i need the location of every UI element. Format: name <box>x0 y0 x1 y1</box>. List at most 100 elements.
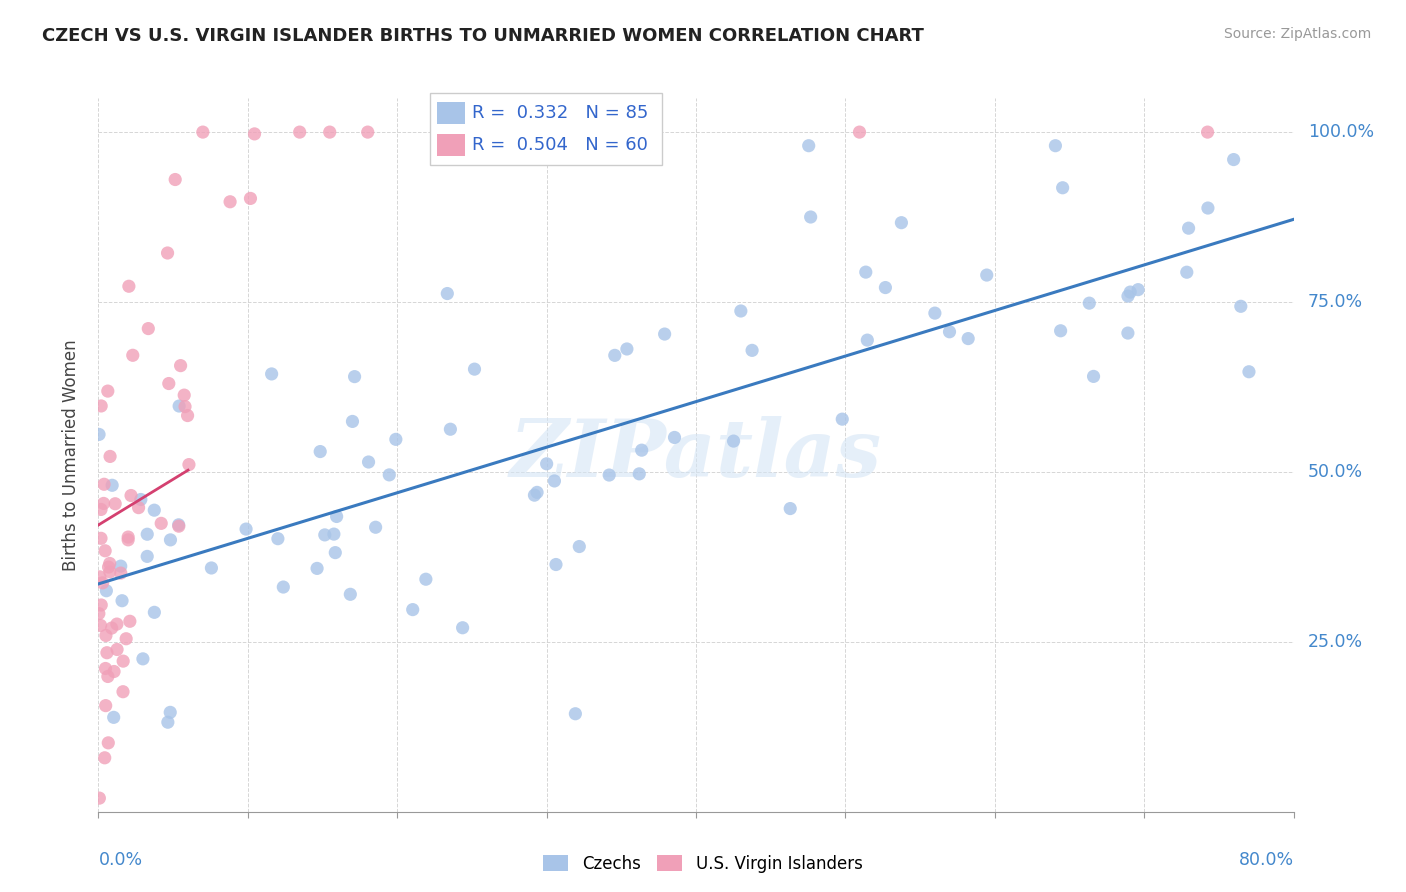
Point <box>103 710 125 724</box>
Point <box>167 399 190 413</box>
Point <box>176 409 198 423</box>
Point <box>779 501 801 516</box>
Point <box>1177 221 1199 235</box>
Point <box>97 669 120 683</box>
Point <box>723 434 745 448</box>
Point <box>536 457 558 471</box>
Point <box>239 191 262 205</box>
Point <box>136 321 159 335</box>
Point <box>664 430 686 444</box>
Text: Source: ZipAtlas.com: Source: ZipAtlas.com <box>1223 27 1371 41</box>
Point <box>96 583 118 598</box>
Point <box>97 736 120 750</box>
Point <box>364 520 387 534</box>
Point <box>415 572 437 586</box>
Point <box>101 478 124 492</box>
Point <box>976 268 998 282</box>
Text: R =  0.332   N = 85: R = 0.332 N = 85 <box>472 104 648 122</box>
Point <box>1052 180 1074 194</box>
Text: CZECH VS U.S. VIRGIN ISLANDER BIRTHS TO UNMARRIED WOMEN CORRELATION CHART: CZECH VS U.S. VIRGIN ISLANDER BIRTHS TO … <box>42 27 924 45</box>
Point <box>800 210 823 224</box>
Point <box>177 458 200 472</box>
Point <box>1045 138 1067 153</box>
Point <box>94 628 117 642</box>
Text: 100.0%: 100.0% <box>1308 123 1374 141</box>
Point <box>314 528 336 542</box>
Point <box>1222 153 1244 167</box>
Point <box>89 791 111 805</box>
Point <box>156 715 179 730</box>
Point <box>219 194 242 209</box>
Point <box>463 362 485 376</box>
Point <box>159 706 181 720</box>
Point <box>1197 125 1219 139</box>
Point <box>1197 201 1219 215</box>
Point <box>200 561 222 575</box>
Point <box>654 327 676 342</box>
Point <box>104 497 127 511</box>
Point <box>1049 324 1071 338</box>
Point <box>94 543 117 558</box>
Point <box>436 286 458 301</box>
Point <box>97 384 120 398</box>
Point <box>136 549 159 564</box>
Point <box>118 615 141 629</box>
Point <box>243 127 266 141</box>
Point <box>111 593 134 607</box>
Point <box>307 561 329 575</box>
Point <box>1116 289 1139 303</box>
Point <box>87 607 110 621</box>
Point <box>128 500 150 515</box>
Point <box>260 367 283 381</box>
Point <box>105 617 128 632</box>
Text: 25.0%: 25.0% <box>1308 632 1362 651</box>
Point <box>93 751 115 765</box>
Point <box>1119 285 1142 299</box>
Point <box>343 369 366 384</box>
Point <box>97 560 120 574</box>
Point <box>120 489 142 503</box>
Point <box>603 348 626 362</box>
Point <box>924 306 946 320</box>
Point <box>543 474 565 488</box>
Legend: Czechs, U.S. Virgin Islanders: Czechs, U.S. Virgin Islanders <box>537 848 869 880</box>
Point <box>797 138 820 153</box>
Point <box>91 575 114 590</box>
Point <box>90 531 112 545</box>
Point <box>1126 283 1149 297</box>
Point <box>118 279 141 293</box>
Point <box>169 359 191 373</box>
Point <box>90 502 112 516</box>
Point <box>271 580 294 594</box>
Point <box>325 509 347 524</box>
Point <box>630 443 652 458</box>
Point <box>938 325 960 339</box>
Point <box>110 559 132 574</box>
Point <box>110 566 132 580</box>
Point <box>136 527 159 541</box>
Point <box>523 488 546 502</box>
Point <box>1175 265 1198 279</box>
Point <box>319 125 342 139</box>
Point <box>167 519 190 533</box>
Point <box>568 540 591 554</box>
Point <box>132 652 155 666</box>
Text: 0.0%: 0.0% <box>98 851 142 869</box>
Point <box>526 485 548 500</box>
Point <box>855 265 877 279</box>
Point <box>90 598 112 612</box>
Point <box>1083 369 1105 384</box>
Point <box>115 632 138 646</box>
Point <box>1116 326 1139 340</box>
Point <box>1230 299 1253 313</box>
Point <box>357 455 380 469</box>
Point <box>157 376 180 391</box>
Point <box>288 125 311 139</box>
Point <box>150 516 173 531</box>
Point <box>103 665 125 679</box>
Point <box>173 388 195 402</box>
Point <box>159 533 181 547</box>
Point <box>235 522 257 536</box>
Point <box>598 468 620 483</box>
Point <box>143 503 166 517</box>
